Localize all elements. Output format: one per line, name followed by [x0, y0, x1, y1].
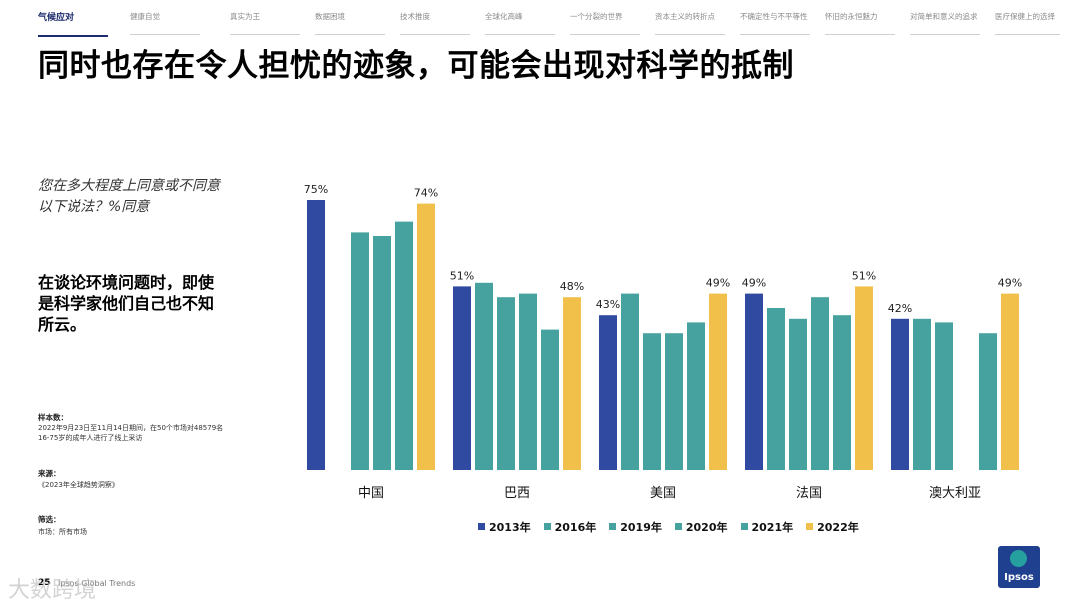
bar-巴西-2021年 — [541, 329, 559, 470]
nav-tab-5[interactable]: 技术推度 — [400, 11, 470, 35]
ipsos-logo: Ipsos — [998, 546, 1040, 588]
watermark: 大数跨境 — [8, 578, 97, 603]
data-label-中国-2013年: 75% — [304, 183, 328, 196]
logo-text: Ipsos — [1004, 572, 1034, 583]
bar-中国-2021年 — [395, 221, 413, 470]
data-label-巴西-2013年: 51% — [450, 269, 474, 282]
survey-statement: 在谈论环境问题时，即使是科学家他们自己也不知所云。 — [38, 273, 215, 334]
page-title: 同时也存在令人担忧的迹象，可能会出现对科学的抵制 — [38, 48, 794, 84]
sample-text: 2022年9月23日至11月14日期间，在50个市场对48579名16-75岁的… — [38, 424, 224, 442]
legend-item-4: 2020年 — [674, 519, 728, 535]
data-label-法国-2013年: 49% — [742, 277, 766, 290]
nav-tab-3[interactable]: 真实为王 — [230, 11, 300, 35]
legend-swatch-1 — [478, 523, 485, 530]
top-navigation: 气候应对 健康自觉 真实为王 数据困境 技术推度 全球化高峰 一个分裂的世界 资本主义的转折点… — [0, 0, 1080, 37]
bar-巴西-2016年 — [475, 282, 493, 470]
category-label-3: 美国 — [650, 486, 676, 501]
legend-item-6: 2022年 — [806, 519, 859, 535]
legend-swatch-3 — [609, 523, 617, 530]
bar-法国-2016年 — [767, 308, 785, 470]
data-label-巴西-2022年: 48% — [560, 280, 584, 293]
nav-tab-8[interactable]: 资本主义的转折点 — [655, 11, 725, 35]
nav-tab-9[interactable]: 不确定性与不平等性 — [740, 11, 810, 35]
legend-item-5: 2021年 — [740, 519, 794, 535]
legend-label-2: 2016年 — [554, 521, 597, 534]
bar-中国-2019年 — [351, 232, 369, 470]
bar-美国-2020年 — [665, 333, 683, 470]
category-label-2: 巴西 — [504, 486, 530, 501]
category-label-4: 法国 — [796, 486, 822, 501]
data-label-澳大利亚-2022年: 49% — [998, 277, 1022, 290]
page-number: 25 — [38, 578, 51, 588]
bar-美国-2016年 — [621, 293, 639, 470]
bar-法国-2020年 — [811, 297, 829, 470]
source-text: 《2023年全球趋势洞察》 — [38, 481, 119, 489]
bar-巴西-2013年 — [453, 286, 471, 470]
bar-法国-2013年 — [745, 293, 763, 470]
legend-label-4: 2020年 — [685, 521, 728, 534]
bar-澳大利亚-2021年 — [979, 333, 997, 470]
bar-巴西-2020年 — [519, 293, 537, 470]
legend-label-1: 2013年 — [489, 521, 531, 534]
bar-法国-2019年 — [789, 318, 807, 470]
bar-巴西-2022年 — [563, 297, 581, 470]
bar-美国-2021年 — [687, 322, 705, 470]
bar-美国-2013年 — [599, 315, 617, 470]
nav-tab-12[interactable]: 医疗保健上的选择 — [995, 11, 1060, 35]
data-label-法国-2022年: 51% — [852, 269, 876, 282]
legend-label-6: 2022年 — [817, 521, 859, 534]
bar-中国-2022年 — [417, 203, 435, 470]
legend-label-3: 2019年 — [620, 521, 662, 534]
nav-tab-2[interactable]: 健康自觉 — [130, 11, 200, 35]
bar-中国-2013年 — [307, 200, 325, 470]
category-label-1: 中国 — [358, 486, 384, 501]
filter-label: 筛选： — [38, 515, 61, 524]
nav-tab-11[interactable]: 对简单和意义的追求 — [910, 11, 980, 35]
category-label-5: 澳大利亚 — [929, 485, 981, 501]
nav-tab-6[interactable]: 全球化高峰 — [485, 11, 555, 35]
legend-label-5: 2021年 — [751, 521, 794, 534]
logo-mark-icon — [1010, 550, 1027, 567]
footer-text: Ipsos Global Trends — [58, 579, 136, 588]
nav-tab-4[interactable]: 数据困境 — [315, 11, 385, 35]
legend-item-1: 2013年 — [478, 519, 531, 535]
survey-question: 您在多大程度上同意或不同意以下说法？%同意 — [38, 178, 220, 215]
bar-澳大利亚-2019年 — [935, 322, 953, 470]
bar-澳大利亚-2016年 — [913, 318, 931, 470]
data-label-中国-2022年: 74% — [414, 187, 438, 200]
chart-legend: 2013年 2016年 2019年 2020年 2021年 2022年 — [478, 516, 872, 535]
data-label-美国-2022年: 49% — [706, 277, 730, 290]
data-label-美国-2013年: 43% — [596, 298, 620, 311]
sample-label: 样本数： — [38, 413, 68, 422]
bar-美国-2019年 — [643, 333, 661, 470]
legend-item-2: 2016年 — [543, 519, 597, 535]
legend-swatch-5 — [740, 523, 748, 530]
bar-chart: 75% 74% 中国 51% 48% 巴西 43% 49% 美国 49% 51% 法国 42% 49% 澳大… — [304, 183, 1022, 501]
bar-法国-2021年 — [833, 315, 851, 470]
legend-swatch-2 — [543, 523, 551, 530]
data-label-澳大利亚-2013年: 42% — [888, 302, 912, 315]
bar-美国-2022年 — [709, 293, 727, 470]
bar-澳大利亚-2022年 — [1001, 293, 1019, 470]
legend-swatch-6 — [806, 523, 814, 530]
nav-tab-1[interactable]: 气候应对 — [38, 10, 108, 37]
bar-澳大利亚-2013年 — [891, 318, 909, 470]
bar-巴西-2019年 — [497, 297, 515, 470]
nav-tab-10[interactable]: 怀旧的永恒魅力 — [825, 11, 895, 35]
source-label: 来源： — [38, 469, 61, 478]
bar-中国-2020年 — [373, 236, 391, 470]
legend-item-3: 2019年 — [609, 519, 662, 535]
filter-text: 市场：所有市场 — [38, 528, 87, 536]
nav-tab-7[interactable]: 一个分裂的世界 — [570, 11, 640, 35]
bar-法国-2022年 — [855, 286, 873, 470]
legend-swatch-4 — [674, 523, 682, 530]
